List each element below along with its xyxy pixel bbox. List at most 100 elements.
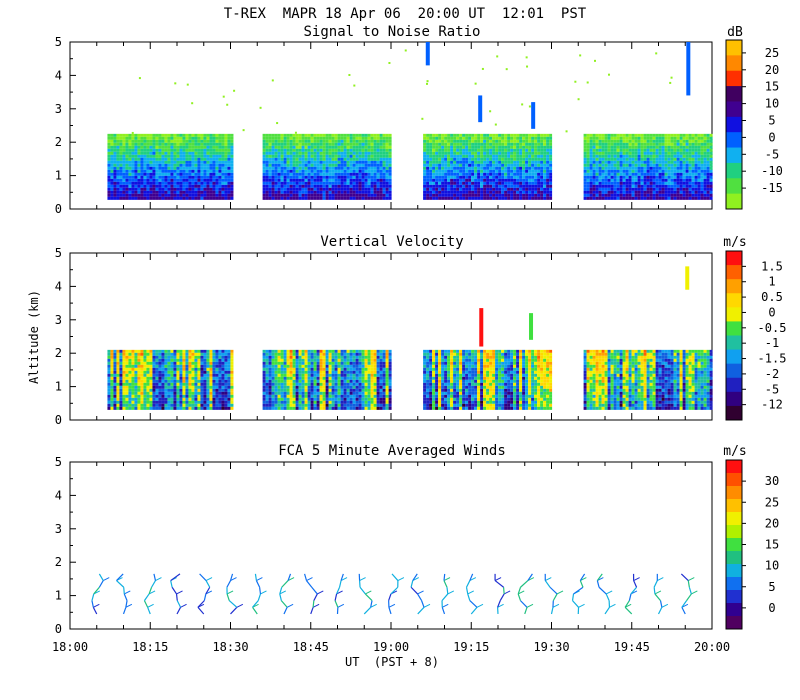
field-cell (664, 178, 668, 182)
field-cell (691, 178, 695, 182)
field-cell (688, 145, 692, 149)
field-cell (116, 364, 120, 368)
field-cell (137, 403, 141, 407)
field-cell (622, 178, 626, 182)
field-cell (676, 154, 680, 158)
field-cell (197, 184, 201, 188)
field-cell (583, 148, 587, 152)
field-cell (525, 166, 529, 170)
field-cell (441, 139, 445, 143)
field-cell (221, 358, 225, 362)
field-cell (589, 142, 593, 146)
field-cell (358, 175, 362, 179)
field-cell (289, 406, 293, 410)
field-cell (382, 196, 386, 200)
field-cell (170, 376, 174, 380)
field-cell (131, 148, 135, 152)
field-cell (507, 184, 511, 188)
field-cell (528, 184, 532, 188)
field-cell (194, 364, 198, 368)
field-cell (182, 184, 186, 188)
field-cell (152, 148, 156, 152)
field-cell (486, 172, 490, 176)
field-cell (510, 157, 514, 161)
field-cell (655, 175, 659, 179)
field-cell (328, 136, 332, 140)
field-cell (179, 181, 183, 185)
field-cell (188, 181, 192, 185)
field-cell (289, 139, 293, 143)
field-cell (188, 400, 192, 404)
field-cell (319, 172, 323, 176)
field-cell (643, 136, 647, 140)
field-cell (155, 133, 159, 137)
field-cell (161, 178, 165, 182)
field-cell (307, 133, 311, 137)
field-cell (206, 379, 210, 383)
field-cell (376, 145, 380, 149)
field-cell (697, 193, 701, 197)
field-cell (426, 187, 430, 191)
field-cell (385, 151, 389, 155)
field-cell (486, 193, 490, 197)
field-cell (110, 160, 114, 164)
field-cell (191, 169, 195, 173)
field-cell (203, 163, 207, 167)
field-cell (619, 145, 623, 149)
field-cell (640, 145, 644, 149)
field-cell (280, 187, 284, 191)
field-cell (435, 190, 439, 194)
field-cell (143, 181, 147, 185)
field-cell (194, 193, 198, 197)
field-cell (113, 382, 117, 386)
field-cell (194, 391, 198, 395)
field-cell (271, 364, 275, 368)
field-cell (292, 175, 296, 179)
field-cell (176, 373, 180, 377)
field-cell (501, 166, 505, 170)
field-cell (227, 166, 231, 170)
field-cell (277, 397, 281, 401)
field-cell (456, 190, 460, 194)
field-cell (495, 187, 499, 191)
field-cell (471, 136, 475, 140)
field-cell (224, 394, 228, 398)
field-cell (212, 145, 216, 149)
field-cell (140, 394, 144, 398)
field-cell (670, 181, 674, 185)
field-cell (507, 163, 511, 167)
field-cell (498, 193, 502, 197)
field-cell (176, 400, 180, 404)
field-cell (649, 193, 653, 197)
field-cell (167, 373, 171, 377)
field-cell (625, 136, 629, 140)
field-cell (340, 184, 344, 188)
field-cell (337, 181, 341, 185)
field-cell (143, 184, 147, 188)
field-cell (182, 373, 186, 377)
field-cell (194, 136, 198, 140)
field-cell (423, 157, 427, 161)
field-cell (355, 190, 359, 194)
field-cell (304, 187, 308, 191)
field-cell (295, 169, 299, 173)
field-cell (292, 367, 296, 371)
field-cell (519, 172, 523, 176)
field-cell (316, 142, 320, 146)
field-cell (382, 166, 386, 170)
field-cell (355, 148, 359, 152)
field-cell (616, 190, 620, 194)
field-cell (331, 193, 335, 197)
field-cell (170, 403, 174, 407)
field-cell (274, 184, 278, 188)
field-cell (182, 145, 186, 149)
field-cell (319, 154, 323, 158)
field-cell (498, 133, 502, 137)
colorbar-swatch (726, 70, 742, 87)
field-cell (137, 358, 141, 362)
field-cell (125, 352, 129, 356)
field-cell (501, 190, 505, 194)
field-cell (280, 184, 284, 188)
field-cell (337, 175, 341, 179)
field-cell (486, 133, 490, 137)
